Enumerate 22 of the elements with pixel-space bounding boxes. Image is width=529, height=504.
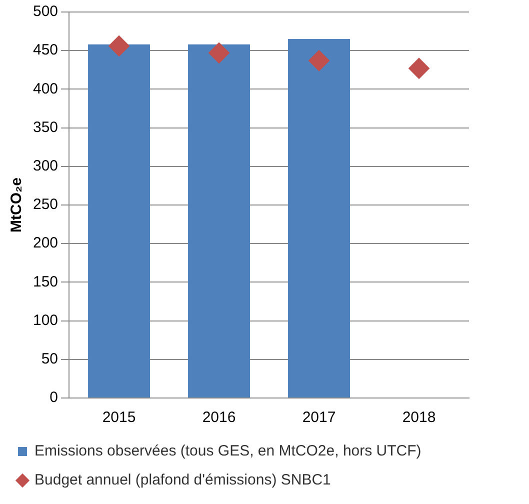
legend-label: Budget annuel (plafond d'émissions) SNBC1 [34, 472, 331, 489]
y-tick-label: 450 [32, 42, 58, 59]
point [308, 50, 330, 72]
y-tick-label: 150 [32, 273, 58, 290]
point [208, 42, 230, 64]
y-tick-label: 350 [32, 118, 58, 136]
x-tick-label: 2015 [102, 409, 136, 426]
y-tick-label: 100 [32, 312, 58, 329]
x-tick-label: 2016 [202, 409, 236, 426]
y-tick-label: 500 [32, 3, 58, 20]
y-tick-label: 250 [32, 196, 58, 214]
y-tick-label: 0 [50, 389, 58, 406]
point [108, 35, 130, 56]
point [408, 58, 430, 79]
x-tick-label: 2018 [402, 409, 436, 426]
y-tick-label: 200 [32, 234, 58, 252]
y-axis-title: MtCO₂e [8, 178, 26, 232]
legend-label: Emissions observées (tous GES, en MtCO2e, hors UTCF) [34, 442, 422, 460]
x-tick-label: 2017 [302, 409, 336, 426]
y-tick-label: 50 [41, 350, 58, 368]
y-tick-label: 400 [32, 80, 58, 98]
y-tick-label: 300 [32, 158, 58, 175]
